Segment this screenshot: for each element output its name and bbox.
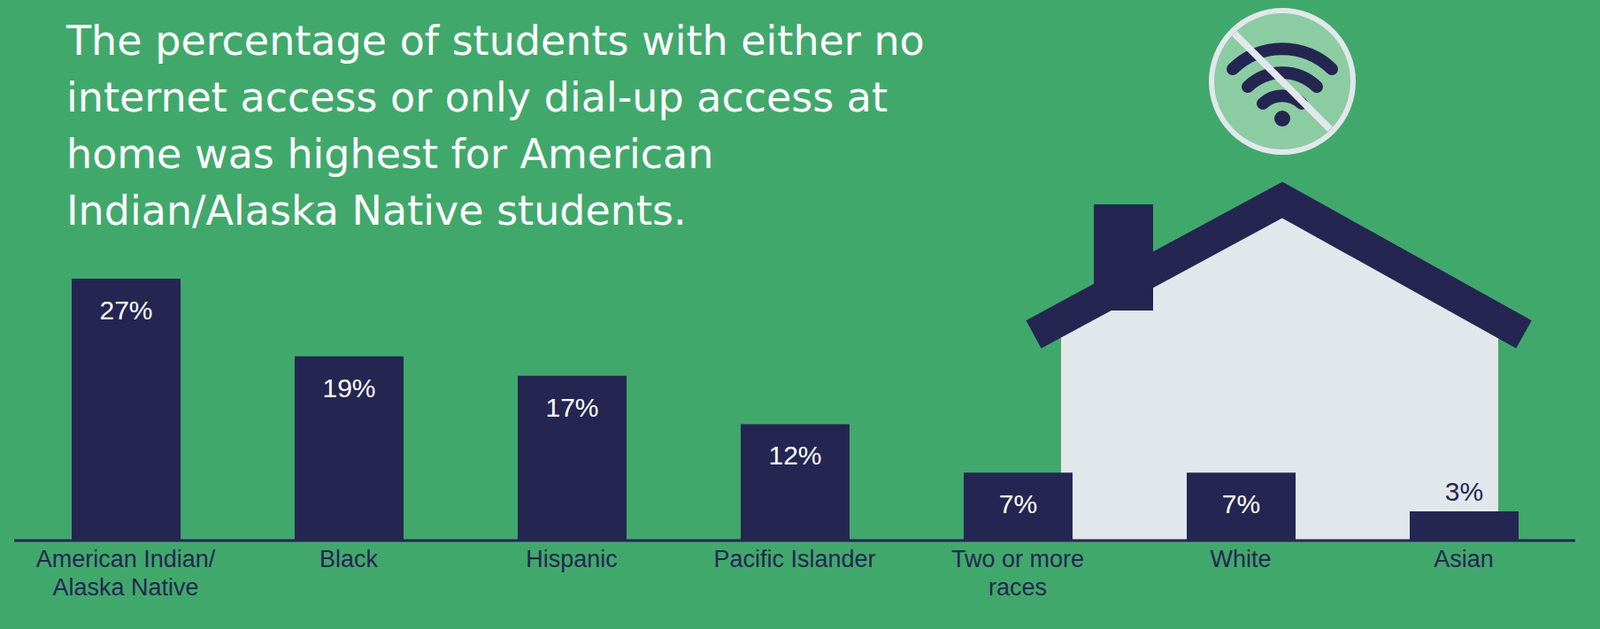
svg-text:Pacific Islander: Pacific Islander	[713, 546, 876, 573]
svg-text:7%: 7%	[999, 489, 1038, 519]
svg-text:Two or moreraces: Two or moreraces	[951, 546, 1085, 601]
svg-text:12%: 12%	[768, 440, 822, 470]
svg-text:3%: 3%	[1445, 476, 1484, 507]
svg-text:17%: 17%	[545, 392, 599, 423]
svg-text:19%: 19%	[322, 373, 376, 403]
svg-text:Asian: Asian	[1433, 546, 1494, 573]
svg-text:Black: Black	[319, 546, 379, 573]
svg-text:27%: 27%	[99, 295, 153, 325]
svg-text:White: White	[1209, 546, 1271, 573]
svg-text:Hispanic: Hispanic	[525, 546, 618, 573]
html-text:The percentage of students wit: The percentage of students with either n…	[66, 16, 925, 235]
svg-text:7%: 7%	[1222, 489, 1261, 519]
svg-text:American Indian/Alaska Native: American Indian/Alaska Native	[36, 546, 216, 601]
